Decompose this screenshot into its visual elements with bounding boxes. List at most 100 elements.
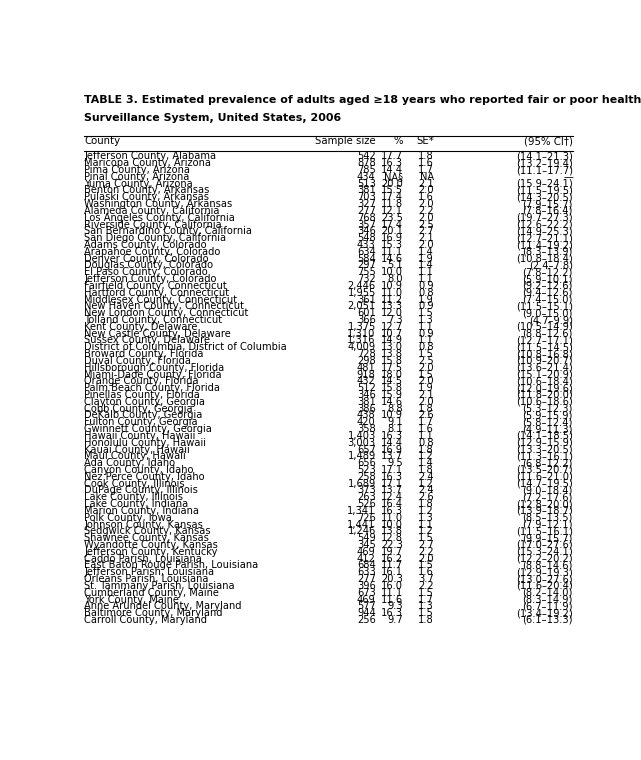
Text: (19.7–27.3): (19.7–27.3) [516,213,573,223]
Text: 1.9: 1.9 [418,383,434,393]
Text: 0.8: 0.8 [418,342,434,353]
Text: New London County, Connecticut: New London County, Connecticut [84,309,249,318]
Text: 432: 432 [357,376,376,386]
Text: 297: 297 [357,261,376,271]
Text: 768: 768 [357,213,376,223]
Text: 2,051: 2,051 [347,302,376,312]
Text: East Baton Rouge Parish, Louisiana: East Baton Rouge Parish, Louisiana [84,560,258,571]
Text: NA§: NA§ [384,172,403,182]
Text: Riverside County, California: Riverside County, California [84,220,222,230]
Text: (10.6–18.4): (10.6–18.4) [516,376,573,386]
Text: 258: 258 [357,472,376,482]
Text: 17.1: 17.1 [381,465,403,475]
Text: County: County [84,136,121,146]
Text: (9.0–15.0): (9.0–15.0) [522,309,573,318]
Text: 4,009: 4,009 [347,342,376,353]
Text: (5.9–15.9): (5.9–15.9) [522,410,573,420]
Text: (2.4–7.8): (2.4–7.8) [529,261,573,271]
Text: 14.4: 14.4 [381,438,403,448]
Text: 785: 785 [357,165,376,175]
Text: (13.9–18.7): (13.9–18.7) [516,506,573,516]
Text: 22.3: 22.3 [381,540,403,550]
Text: 11.0: 11.0 [381,288,403,298]
Text: 2.0: 2.0 [418,213,434,223]
Text: 2.0: 2.0 [418,240,434,250]
Text: Ada County, Idaho: Ada County, Idaho [84,458,175,468]
Text: 634: 634 [357,247,376,257]
Text: Fairfield County, Connecticut: Fairfield County, Connecticut [84,281,227,291]
Text: (13.0–27.6): (13.0–27.6) [516,574,573,584]
Text: (10.5–14.9): (10.5–14.9) [516,321,573,332]
Text: (6.8–12.2): (6.8–12.2) [522,458,573,468]
Text: 438: 438 [357,410,376,420]
Text: (14.7–19.5): (14.7–19.5) [516,479,573,489]
Text: 0.8: 0.8 [418,438,434,448]
Text: New Castle County, Delaware: New Castle County, Delaware [84,328,231,339]
Text: 381: 381 [357,185,376,195]
Text: 15.3: 15.3 [381,240,403,250]
Text: 2.0: 2.0 [418,185,434,195]
Text: (10.6–18.6): (10.6–18.6) [516,397,573,407]
Text: 918: 918 [357,369,376,379]
Text: Orleans Parish, Louisiana: Orleans Parish, Louisiana [84,574,208,584]
Text: 1.8: 1.8 [418,404,434,413]
Text: Lake County, Indiana: Lake County, Indiana [84,499,188,509]
Text: 10.9: 10.9 [381,281,403,291]
Text: (8.5–13.5): (8.5–13.5) [522,513,573,523]
Text: 16.2: 16.2 [381,553,403,564]
Text: 8.1: 8.1 [387,424,403,434]
Text: (11.3–16.1): (11.3–16.1) [516,451,573,461]
Text: 346: 346 [357,390,376,400]
Text: Polk County, Iowa: Polk County, Iowa [84,513,172,523]
Text: 15.5: 15.5 [381,185,403,195]
Text: Yuma County, Arizona: Yuma County, Arizona [84,179,193,188]
Text: Cook County, Illinois: Cook County, Illinois [84,479,185,489]
Text: (11.6–20.4): (11.6–20.4) [516,581,573,591]
Text: 584: 584 [357,254,376,264]
Text: (13.5–20.7): (13.5–20.7) [516,465,573,475]
Text: 1.5: 1.5 [418,534,434,543]
Text: 14.5: 14.5 [381,376,403,386]
Text: 1.5: 1.5 [418,309,434,318]
Text: (14.3–20.5): (14.3–20.5) [516,192,573,202]
Text: 549: 549 [357,534,376,543]
Text: Washington County, Arkansas: Washington County, Arkansas [84,199,232,209]
Text: 1.7: 1.7 [418,594,434,604]
Text: Shawnee County, Kansas: Shawnee County, Kansas [84,534,209,543]
Text: 2.2: 2.2 [418,206,434,216]
Text: 1,955: 1,955 [347,288,376,298]
Text: 1.1: 1.1 [418,274,434,284]
Text: Palm Beach County, Florida: Palm Beach County, Florida [84,383,220,393]
Text: 9.3: 9.3 [387,601,403,611]
Text: Miami-Dade County, Florida: Miami-Dade County, Florida [84,369,222,379]
Text: 358: 358 [357,424,376,434]
Text: (95% CI†): (95% CI†) [524,136,573,146]
Text: 728: 728 [357,349,376,359]
Text: 2.2: 2.2 [418,546,434,557]
Text: Lake County, Illinois: Lake County, Illinois [84,492,183,502]
Text: 2.1: 2.1 [418,233,434,243]
Text: Duval County, Florida: Duval County, Florida [84,356,191,366]
Text: 11.8: 11.8 [381,199,403,209]
Text: 684: 684 [357,560,376,571]
Text: New Haven County, Connecticut: New Haven County, Connecticut [84,302,244,312]
Text: 3.7: 3.7 [418,574,434,584]
Text: 2.0: 2.0 [418,199,434,209]
Text: (12.9–15.9): (12.9–15.9) [516,438,573,448]
Text: 703: 703 [357,192,376,202]
Text: 1.1: 1.1 [418,268,434,277]
Text: 1.3: 1.3 [418,315,434,325]
Text: (11.5–16.1): (11.5–16.1) [516,527,573,537]
Text: Douglas County, Colorado: Douglas County, Colorado [84,261,213,271]
Text: (11.5–19.5): (11.5–19.5) [516,185,573,195]
Text: 11.0: 11.0 [381,513,403,523]
Text: 17.5: 17.5 [381,363,403,372]
Text: Honolulu County, Hawaii: Honolulu County, Hawaii [84,438,206,448]
Text: 469: 469 [357,594,376,604]
Text: SE*: SE* [416,136,434,146]
Text: Los Angeles County, California: Los Angeles County, California [84,213,235,223]
Text: 10.0: 10.0 [381,268,403,277]
Text: Jefferson Parish, Louisiana: Jefferson Parish, Louisiana [84,567,214,578]
Text: 2,446: 2,446 [347,281,376,291]
Text: 420: 420 [357,417,376,427]
